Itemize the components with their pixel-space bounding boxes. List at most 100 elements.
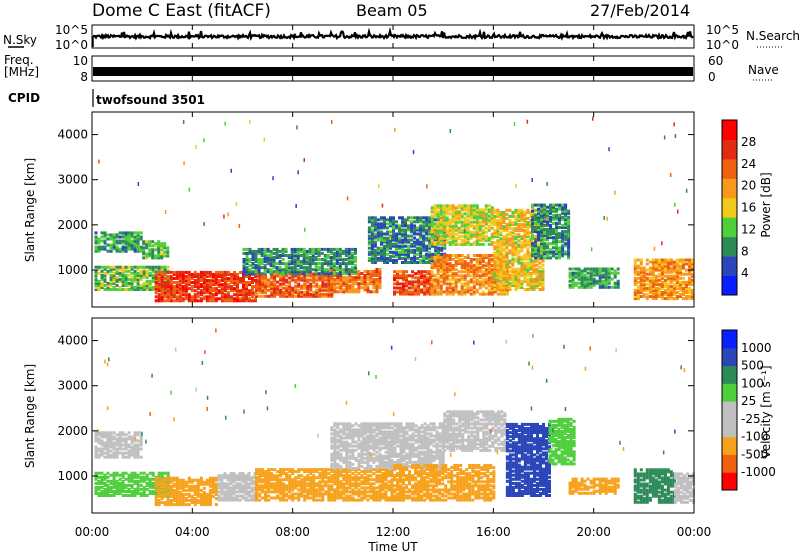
- heatmap-cell: [130, 245, 134, 249]
- heatmap-cell: [344, 247, 348, 251]
- heatmap-cell: [425, 244, 429, 248]
- heatmap-cell: [157, 471, 161, 475]
- heatmap-cell: [375, 270, 379, 273]
- heatmap-cell: [383, 236, 386, 240]
- heatmap-cell: [157, 486, 161, 490]
- heatmap-cell: [395, 248, 398, 252]
- heatmap-cell: [109, 487, 113, 491]
- heatmap-cell: [514, 281, 518, 285]
- heatmap-cell: [344, 262, 348, 266]
- heatmap-cell: [324, 276, 328, 280]
- heatmap-cell: [469, 214, 473, 218]
- heatmap-cell: [484, 270, 488, 274]
- heatmap-cell: [460, 292, 464, 296]
- heatmap-cell: [106, 494, 110, 497]
- heatmap-cell: [561, 215, 565, 219]
- heatmap-cell: [430, 272, 434, 276]
- heatmap-cell: [531, 215, 534, 219]
- heatmap-cell: [351, 290, 355, 294]
- heatmap-cell: [654, 295, 658, 298]
- heatmap-cell: [366, 272, 370, 275]
- heatmap-cell: [571, 277, 575, 281]
- heatmap-cell: [537, 254, 540, 258]
- heatmap-cell: [148, 252, 152, 256]
- heatmap-cell: [549, 203, 552, 207]
- freq-right-tick-bottom: 0: [708, 70, 716, 84]
- heatmap-cell: [178, 480, 182, 484]
- heatmap-cell: [487, 254, 491, 257]
- heatmap-cell: [309, 282, 313, 286]
- heatmap-cell: [308, 260, 312, 264]
- heatmap-cell: [157, 272, 161, 276]
- heatmap-cell: [145, 475, 149, 479]
- heatmap-cell: [100, 481, 104, 485]
- heatmap-cell: [499, 281, 503, 285]
- heatmap-cell: [392, 226, 395, 230]
- heatmap-cell: [439, 242, 443, 246]
- heatmap-cell: [220, 270, 224, 274]
- heatmap-cell: [440, 216, 444, 220]
- heatmap-cell: [370, 218, 374, 222]
- heatmap-cell: [436, 266, 440, 270]
- heatmap-cell: [272, 270, 276, 274]
- heatmap-cell: [428, 240, 432, 244]
- heatmap-cell: [193, 297, 197, 301]
- heatmap-cell: [401, 261, 404, 264]
- heatmap-cell: [230, 295, 233, 299]
- heatmap-cell: [193, 497, 197, 500]
- heatmap-cell: [112, 241, 116, 245]
- heatmap-cell: [160, 289, 164, 293]
- heatmap-cell: [367, 240, 371, 244]
- heatmap-cell: [124, 485, 128, 489]
- heatmap-cell: [148, 242, 152, 246]
- heatmap-cell: [517, 233, 521, 237]
- heatmap-cell: [392, 230, 395, 234]
- heatmap-cell: [133, 273, 137, 277]
- heatmap-cell: [672, 260, 676, 264]
- heatmap-cell: [392, 250, 395, 254]
- heatmap-cell: [220, 496, 224, 500]
- heatmap-cell: [294, 294, 298, 298]
- heatmap-cell: [669, 286, 673, 290]
- heatmap-cell: [404, 236, 407, 240]
- heatmap-cell: [323, 262, 327, 266]
- heatmap-cell: [449, 129, 452, 133]
- heatmap-cell: [386, 222, 389, 226]
- heatmap-cell: [235, 494, 239, 498]
- heatmap-cell: [329, 256, 333, 259]
- heatmap-cell: [443, 246, 447, 250]
- heatmap-cell: [445, 240, 449, 244]
- heatmap-cell: [248, 251, 252, 255]
- heatmap-cell: [160, 287, 164, 291]
- colorbar-swatch: [722, 275, 737, 296]
- heatmap-cell: [457, 292, 461, 296]
- heatmap-cell: [481, 216, 485, 220]
- heatmap-cell: [666, 268, 670, 272]
- heatmap-cell: [549, 219, 552, 223]
- heatmap-cell: [478, 270, 482, 274]
- heatmap-cell: [633, 280, 637, 284]
- heatmap-cell: [460, 260, 464, 264]
- heatmap-cell: [466, 214, 470, 218]
- heatmap-cell: [448, 208, 452, 212]
- heatmap-cell: [394, 127, 396, 132]
- heatmap-cell: [203, 222, 205, 226]
- heatmap-cell: [426, 286, 430, 290]
- heatmap-cell: [248, 264, 252, 268]
- heatmap-cell: [336, 280, 340, 284]
- heatmap-cell: [353, 272, 357, 276]
- heatmap-cell: [320, 264, 324, 268]
- heatmap-cell: [260, 254, 264, 257]
- heatmap-cell: [338, 270, 342, 274]
- heatmap-cell: [383, 261, 386, 264]
- heatmap-cell: [490, 274, 494, 278]
- heatmap-cell: [332, 247, 336, 251]
- heatmap-cell: [580, 283, 584, 287]
- heatmap-cell: [404, 254, 407, 258]
- heatmap-cell: [199, 499, 203, 502]
- heatmap-cell: [142, 477, 146, 481]
- heatmap-cell: [160, 484, 164, 488]
- heatmap-cell: [326, 254, 330, 257]
- heatmap-cell: [326, 264, 330, 268]
- heatmap-cell: [454, 208, 458, 212]
